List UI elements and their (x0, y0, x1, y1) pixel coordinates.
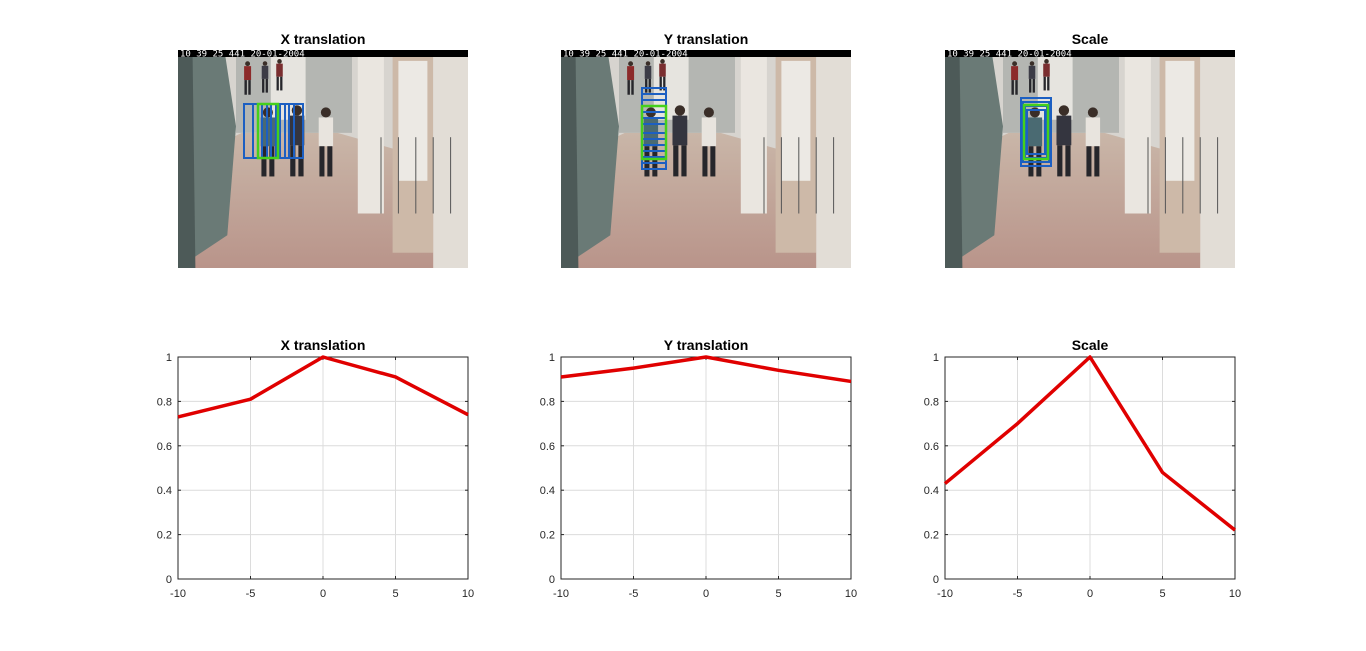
x-tick-label: -5 (1013, 588, 1023, 600)
series-line (943, 355, 1237, 532)
y-tick-label: 0.4 (924, 485, 939, 497)
camera-frame (178, 50, 468, 268)
x-tick-label: 5 (392, 588, 398, 600)
x-tick-label: 10 (462, 588, 474, 600)
image-title: Y translation (664, 31, 749, 47)
image-title: X translation (281, 31, 366, 47)
y-tick-label: 0.2 (157, 530, 172, 542)
y-tick-label: 0.4 (540, 485, 555, 497)
x-tick-label: -5 (246, 588, 256, 600)
y-tick-label: 0.6 (924, 441, 939, 453)
timestamp-text: 10 39 25 441 20-01-2004 (947, 50, 1072, 60)
y-tick-label: 0.8 (924, 396, 939, 408)
x-tick-label: -10 (553, 588, 569, 600)
selected-box (640, 104, 668, 161)
x-tick-label: 10 (1229, 588, 1241, 600)
y-tick-label: 0.4 (157, 485, 172, 497)
y-tick-label: 0.8 (157, 396, 172, 408)
y-tick-label: 0.8 (540, 396, 555, 408)
x-tick-label: 5 (775, 588, 781, 600)
y-tick-label: 1 (549, 352, 555, 364)
x-tick-label: 0 (1087, 588, 1093, 600)
y-tick-label: 1 (166, 352, 172, 364)
image-panel: 10 39 25 441 20-01-2004 Y translation (561, 31, 851, 268)
candidate-boxes (1020, 97, 1052, 167)
chart-panel: Scale -10 -5 0 5 10 0 0.2 0.4 0.6 0.8 1 (924, 337, 1241, 600)
x-tick-label: -5 (629, 588, 639, 600)
y-tick-label: 0.2 (540, 530, 555, 542)
x-tick-label: 0 (703, 588, 709, 600)
x-tick-label: 5 (1159, 588, 1165, 600)
selected-box (256, 102, 280, 160)
image-panel: 10 39 25 441 20-01-2004 X translation (178, 31, 468, 268)
candidate-box (279, 103, 295, 159)
y-tick-label: 0 (166, 574, 172, 586)
chart-panel: Y translation -10 -5 0 5 10 0 0.2 0.4 0.6 0.8 1 (540, 337, 857, 600)
image-title: Scale (1072, 31, 1109, 47)
x-tick-label: -10 (170, 588, 186, 600)
x-tick-label: 0 (320, 588, 326, 600)
timestamp-text: 10 39 25 441 20-01-2004 (563, 50, 688, 60)
series-line (560, 355, 852, 384)
chart-panel: X translation -10 -5 0 5 10 0 0.2 0.4 0.6 0.8 1 (157, 337, 474, 600)
selected-box (1022, 103, 1050, 161)
camera-frame (561, 50, 851, 268)
x-tick-label: -10 (937, 588, 953, 600)
candidate-box (1020, 97, 1052, 167)
candidate-box (1026, 109, 1046, 155)
x-tick-label: 10 (845, 588, 857, 600)
chart-title: Y translation (664, 337, 749, 353)
candidate-box (288, 103, 304, 159)
candidate-boxes (243, 102, 304, 160)
camera-frame (945, 50, 1235, 268)
y-tick-label: 0.6 (157, 441, 172, 453)
series-line (177, 355, 469, 419)
y-tick-label: 0.2 (924, 530, 939, 542)
y-tick-label: 0.6 (540, 441, 555, 453)
candidate-boxes (640, 87, 668, 170)
chart-title: Scale (1072, 337, 1109, 353)
y-tick-label: 0 (933, 574, 939, 586)
chart-title: X translation (281, 337, 366, 353)
y-tick-label: 1 (933, 352, 939, 364)
y-tick-label: 0 (549, 574, 555, 586)
timestamp-text: 10 39 25 441 20-01-2004 (180, 50, 305, 60)
